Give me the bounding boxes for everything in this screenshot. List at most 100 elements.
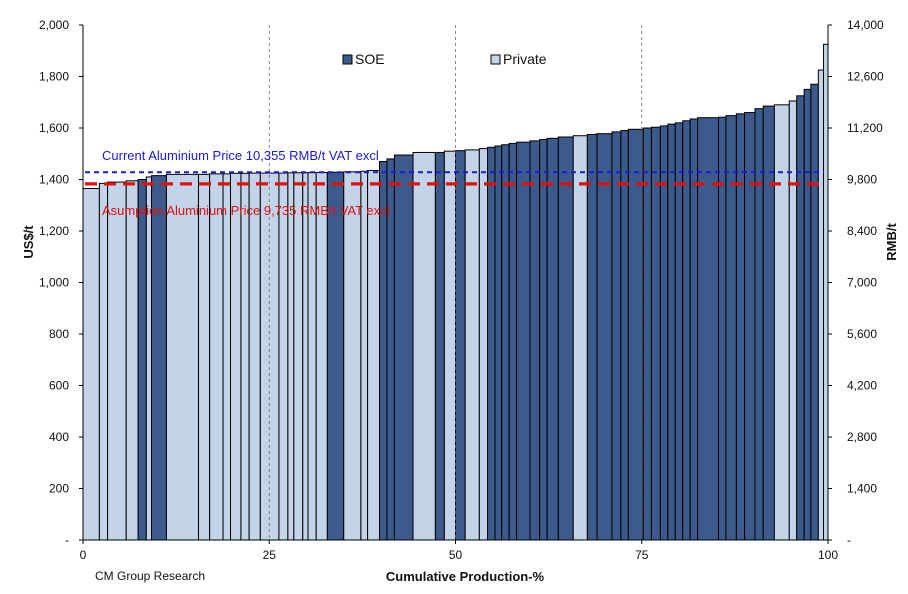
assumption-price-annotation: Asumption Aluminium Price 9,735 RMB/t VA… bbox=[102, 203, 390, 218]
bar-soe-46 bbox=[596, 133, 613, 541]
y2-tick-label: 5,600 bbox=[847, 327, 877, 341]
bar-private-29 bbox=[412, 151, 436, 541]
bar-soe-5 bbox=[137, 179, 147, 541]
ticks-layer: - 200 400 600 800 1,000 1,200 1,400 1,600 1,800 2,… bbox=[39, 18, 884, 562]
bar-private-70 bbox=[823, 43, 829, 541]
bar-soe-39 bbox=[516, 141, 531, 541]
bar-soe-42 bbox=[546, 137, 559, 541]
y2-tick-label: 12,600 bbox=[847, 70, 884, 84]
bar-soe-30 bbox=[434, 151, 445, 541]
y-tick-label: 400 bbox=[49, 430, 69, 444]
bar-soe-52 bbox=[659, 125, 669, 541]
bar-soe-41 bbox=[539, 139, 548, 541]
bar-private-31 bbox=[443, 150, 457, 541]
bar-private-19 bbox=[302, 172, 309, 541]
bar-private-64 bbox=[773, 104, 790, 541]
bar-soe-56 bbox=[689, 118, 699, 541]
bar-private-44 bbox=[572, 135, 588, 541]
x-axis-title: Cumulative Production-% bbox=[386, 569, 545, 584]
source-note: CM Group Research bbox=[95, 569, 205, 583]
axes-layer bbox=[79, 24, 832, 544]
bar-soe-48 bbox=[620, 130, 629, 541]
y-tick-label: 1,600 bbox=[39, 121, 69, 135]
legend: SOE Private bbox=[342, 51, 547, 67]
bar-soe-45 bbox=[586, 133, 598, 541]
bar-private-6 bbox=[145, 176, 153, 541]
bar-private-23 bbox=[343, 171, 362, 541]
bar-soe-7 bbox=[151, 175, 167, 541]
y-tick-label: 1,000 bbox=[39, 276, 69, 290]
y2-tick-label: 9,800 bbox=[847, 173, 877, 187]
legend-label-private: Private bbox=[503, 51, 547, 67]
bar-soe-58 bbox=[717, 116, 727, 541]
bar-soe-62 bbox=[754, 108, 764, 541]
bar-soe-51 bbox=[650, 126, 661, 541]
bar-soe-57 bbox=[697, 117, 719, 541]
bar-private-9 bbox=[197, 173, 211, 541]
y-tick-label: 1,200 bbox=[39, 224, 69, 238]
bar-private-12 bbox=[230, 172, 242, 541]
bar-private-8 bbox=[165, 173, 199, 541]
bar-soe-36 bbox=[494, 145, 503, 541]
legend-swatch-private bbox=[490, 54, 501, 65]
bar-soe-49 bbox=[627, 128, 644, 541]
bar-private-4 bbox=[125, 180, 139, 541]
y2-tick-label: 2,800 bbox=[847, 430, 877, 444]
bar-soe-26 bbox=[379, 160, 388, 541]
y-tick-label: 600 bbox=[49, 379, 69, 393]
bar-private-2 bbox=[98, 182, 109, 541]
bar-private-1 bbox=[82, 188, 100, 541]
legend-swatch-soe bbox=[342, 54, 353, 65]
bar-private-21 bbox=[315, 172, 328, 541]
bar-private-69 bbox=[817, 69, 825, 541]
x-tick-label: 50 bbox=[449, 548, 463, 562]
y-tick-label: 1,400 bbox=[39, 173, 69, 187]
bar-soe-32 bbox=[455, 150, 466, 541]
bar-private-13 bbox=[240, 172, 250, 541]
bar-private-20 bbox=[307, 172, 317, 541]
bar-private-24 bbox=[360, 170, 369, 541]
bar-private-34 bbox=[478, 148, 489, 541]
bar-private-11 bbox=[222, 173, 232, 541]
y2-tick-label: 8,400 bbox=[847, 224, 877, 238]
y2-axis-title: RMB/t bbox=[884, 223, 899, 261]
bar-soe-59 bbox=[725, 115, 737, 541]
bar-soe-43 bbox=[557, 136, 574, 541]
y2-tick-label: 1,400 bbox=[847, 482, 877, 496]
x-tick-label: 25 bbox=[263, 548, 277, 562]
bar-soe-38 bbox=[508, 142, 518, 541]
bar-soe-60 bbox=[735, 113, 746, 541]
bar-private-10 bbox=[209, 173, 224, 541]
x-tick-label: 100 bbox=[818, 548, 838, 562]
bar-soe-61 bbox=[744, 112, 756, 541]
bar-private-65 bbox=[788, 100, 798, 541]
y-axis-title: US$/t bbox=[21, 225, 36, 259]
current-price-annotation: Current Aluminium Price 10,355 RMB/t VAT… bbox=[102, 148, 379, 163]
bar-soe-63 bbox=[762, 105, 775, 541]
bar-soe-22 bbox=[326, 171, 345, 541]
legend-label-soe: SOE bbox=[355, 51, 385, 67]
y2-tick-label: 11,200 bbox=[847, 121, 883, 135]
bar-soe-67 bbox=[803, 88, 812, 541]
bar-soe-28 bbox=[393, 154, 414, 541]
bar-private-18 bbox=[293, 172, 304, 541]
bar-private-14 bbox=[248, 172, 261, 541]
bars-layer bbox=[82, 43, 829, 541]
y-tick-label: 2,000 bbox=[39, 18, 69, 32]
bar-soe-53 bbox=[667, 123, 676, 541]
bar-soe-47 bbox=[611, 131, 622, 541]
y-tick-label: 1,800 bbox=[39, 70, 69, 84]
y2-tick-label: - bbox=[847, 533, 851, 547]
bar-soe-40 bbox=[529, 140, 541, 541]
y-tick-label: - bbox=[65, 533, 69, 547]
bar-private-16 bbox=[278, 172, 289, 541]
bar-private-25 bbox=[367, 169, 381, 541]
y2-tick-label: 14,000 bbox=[847, 18, 884, 32]
bar-private-17 bbox=[287, 172, 295, 541]
bar-soe-37 bbox=[501, 144, 510, 541]
bar-soe-66 bbox=[796, 95, 805, 541]
bar-soe-50 bbox=[642, 127, 652, 541]
x-tick-label: 75 bbox=[635, 548, 649, 562]
bar-private-33 bbox=[464, 149, 480, 541]
